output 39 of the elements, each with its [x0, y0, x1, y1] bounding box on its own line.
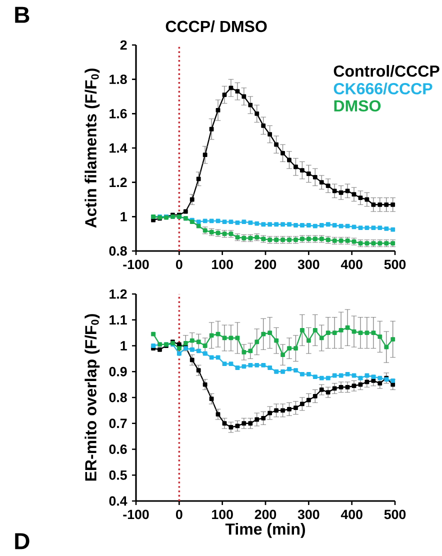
x-tick-label: 100: [212, 510, 233, 520]
y-tick-label: 0.5: [109, 470, 127, 480]
y-tick-label: 0.9: [109, 366, 127, 376]
x-tick-label: 500: [384, 260, 406, 270]
x-tick-label: 200: [254, 510, 276, 520]
y-tick-label: 0.7: [109, 418, 127, 428]
y-tick-label: 1.2: [110, 178, 127, 187]
x-tick-label: -100: [123, 260, 149, 270]
y-tick-label: 0.4: [109, 496, 128, 506]
y-tick-label: 1.2: [110, 289, 127, 299]
x-tick-label: 0: [176, 260, 182, 270]
y-tick-label: 1.6: [110, 108, 127, 118]
y-tick-label: 1: [120, 212, 127, 222]
x-tick-label: 100: [212, 260, 233, 270]
ref-line-label: CCCP/ DMSO: [166, 20, 267, 32]
text: Control/CCCP: [334, 65, 440, 77]
y-tick-label: 1.1: [110, 315, 127, 324]
y-tick-label: 2: [120, 40, 127, 50]
x-tick-label: 400: [340, 510, 362, 520]
x-tick-label: 300: [298, 260, 320, 270]
y-axis-title: ER-mito overlap (F/F$_{0}$): [84, 314, 100, 481]
text: D: [15, 533, 30, 550]
y-tick-label: 1.4: [110, 143, 128, 153]
y-tick-label: 0.6: [109, 444, 127, 454]
text: DMSO: [334, 100, 381, 112]
y-tick-label: 0.8: [109, 392, 127, 402]
x-tick-label: 200: [254, 260, 276, 270]
x-tick-label: 0: [176, 510, 182, 520]
text: B: [15, 6, 30, 23]
y-tick-label: 1: [120, 341, 127, 350]
x-tick-label: 500: [384, 510, 406, 520]
y-axis-title: Actin filaments (F/F$_{0}$): [84, 68, 100, 228]
x-axis-title: Time (min): [225, 523, 306, 538]
y-tick-label: 0.8: [109, 246, 127, 256]
x-tick-label: 400: [340, 260, 362, 270]
x-tick-label: 300: [298, 510, 320, 520]
text: CK666/CCCP: [334, 82, 432, 95]
y-tick-label: 1.8: [110, 74, 127, 84]
x-tick-label: -100: [123, 510, 149, 520]
